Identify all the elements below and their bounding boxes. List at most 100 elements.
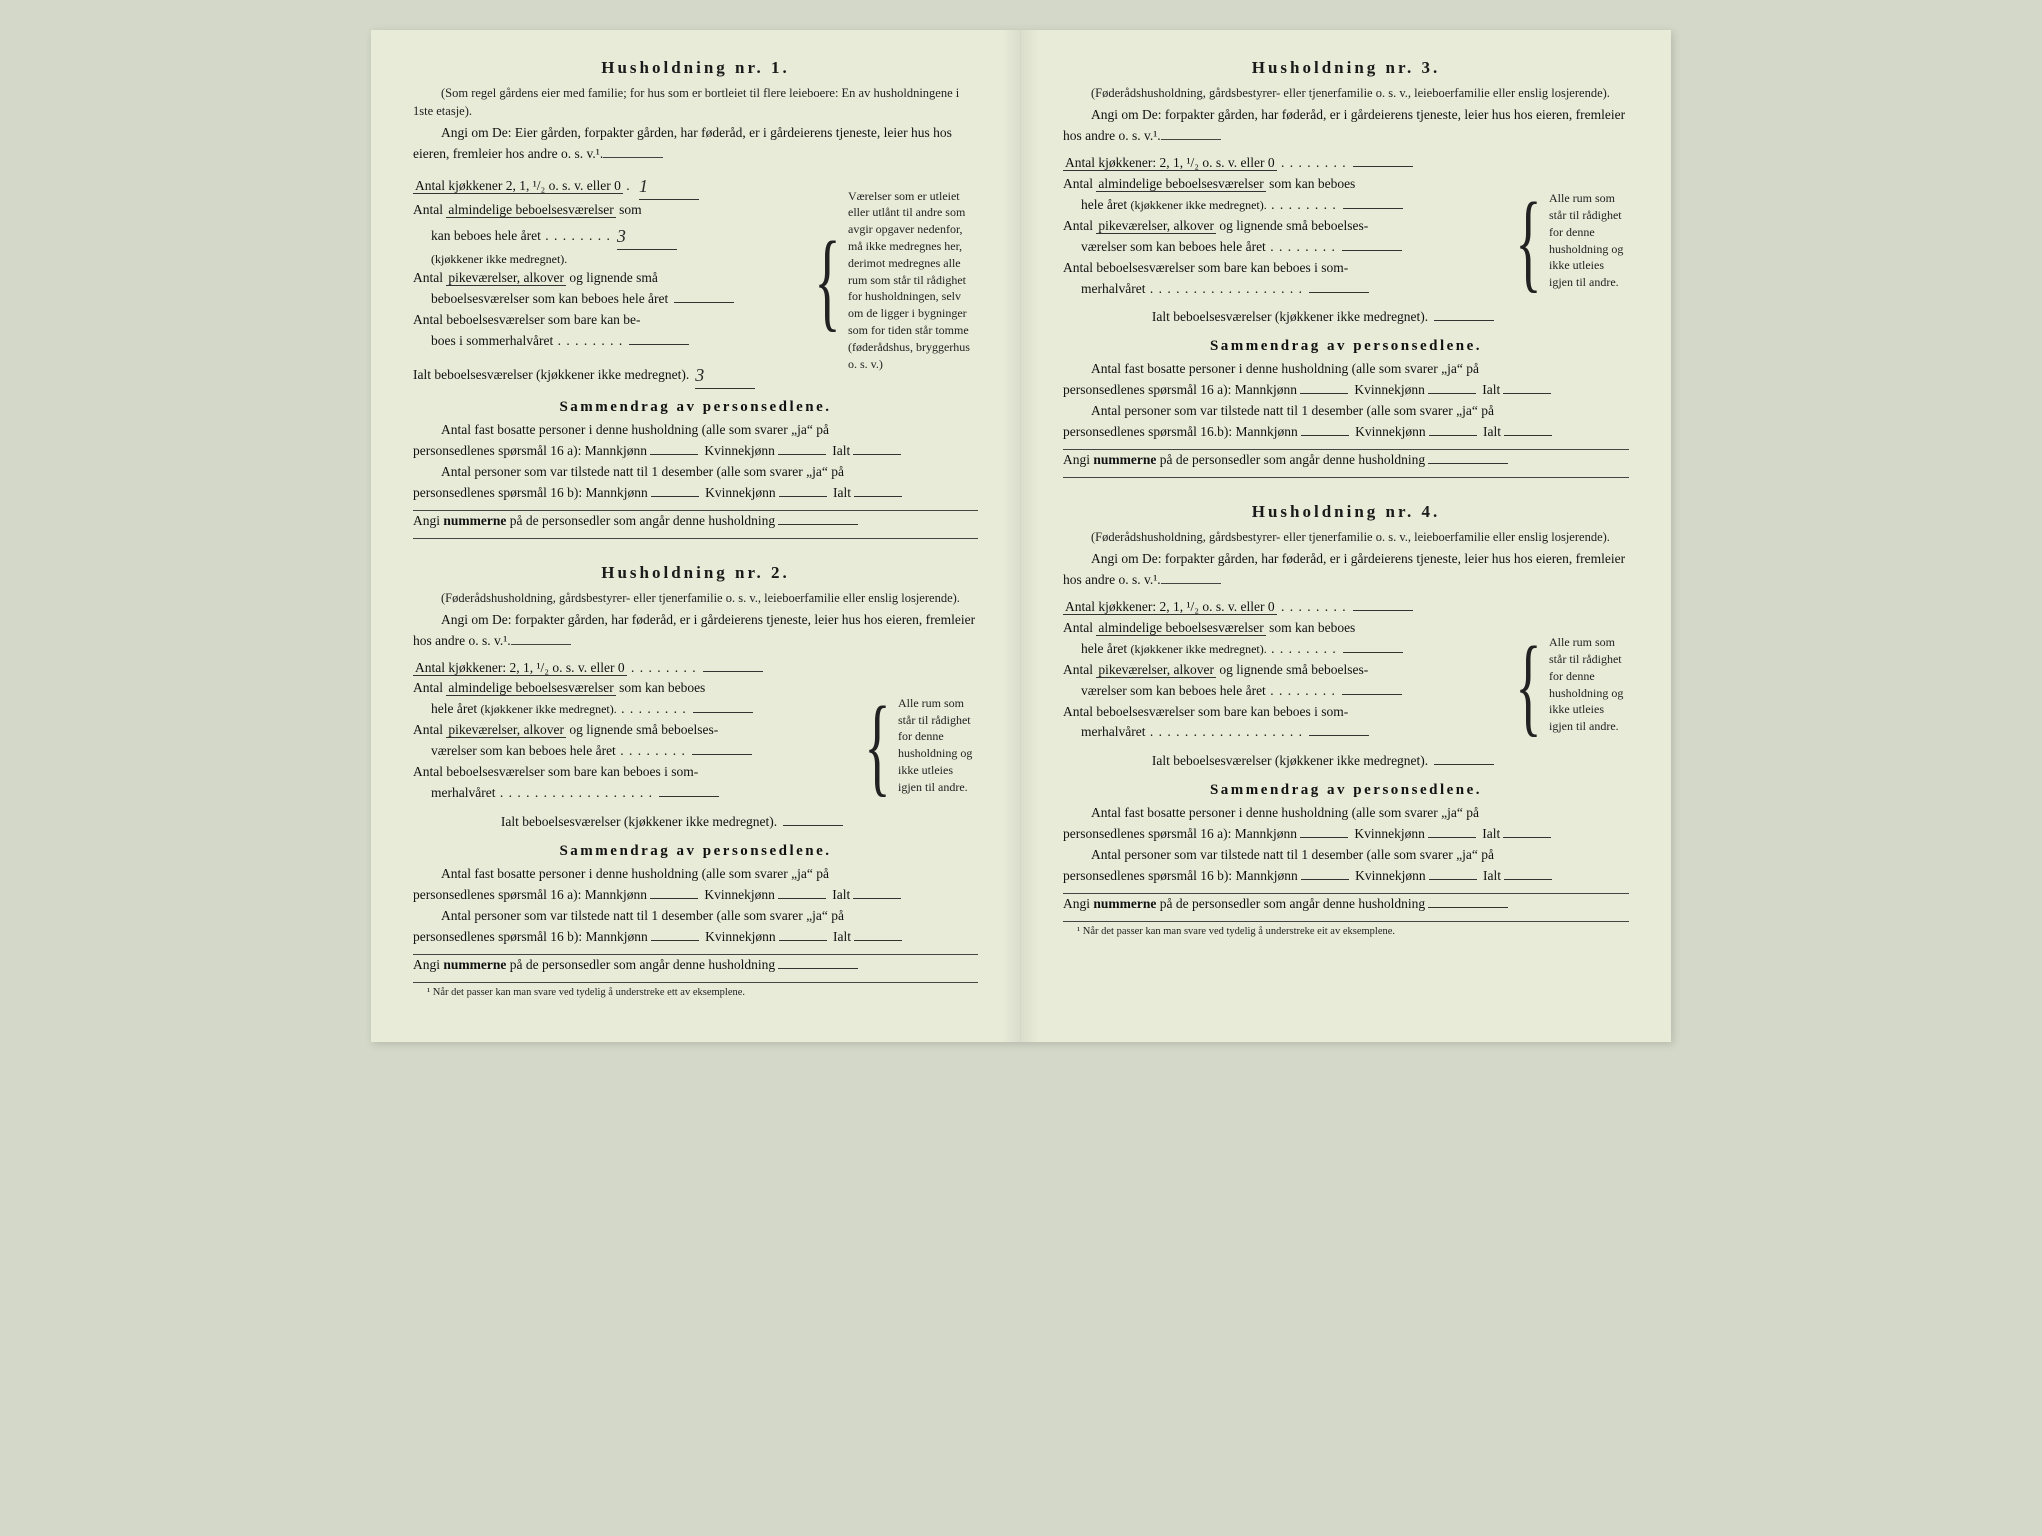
kv-value[interactable]: [778, 898, 826, 899]
footnote: ¹ Når det passer kan man svare ved tydel…: [413, 987, 978, 998]
rooms-summer-cont: merhalvåret: [431, 785, 495, 800]
kv-value[interactable]: [1428, 837, 1476, 838]
sn-c: på de personsedler som angår denne husho…: [506, 513, 775, 528]
rooms-summer-value[interactable]: [629, 344, 689, 345]
kv2-value[interactable]: [1429, 435, 1477, 436]
rooms-common-cont: kan beboes hele året: [431, 228, 541, 243]
mann-value[interactable]: [1300, 837, 1348, 838]
kv2-value[interactable]: [1429, 879, 1477, 880]
kitchens-label: Antal kjøkkener 2, 1, ¹/₂ o. s. v. eller…: [413, 178, 623, 194]
rooms-summer-value[interactable]: [1309, 292, 1369, 293]
ialt2-value[interactable]: [854, 496, 902, 497]
rooms-small-cont: værelser som kan beboes hele året: [431, 743, 616, 758]
nummerne-value[interactable]: [1428, 907, 1508, 908]
rooms-summer-label: Antal beboelsesværelser som bare kan beb…: [1063, 260, 1348, 275]
rooms-total-value[interactable]: [1434, 764, 1494, 765]
kv2-value[interactable]: [779, 496, 827, 497]
ialt-value[interactable]: [1503, 837, 1551, 838]
summary-16a-2: personsedlenes spørsmål 16 a): Mannkjønn…: [1063, 380, 1629, 401]
kv-value[interactable]: [778, 454, 826, 455]
rooms-summer-value[interactable]: [1309, 735, 1369, 736]
rooms-common-value[interactable]: [1343, 208, 1403, 209]
summary-16a-2: personsedlenes spørsmål 16 a): Mannkjønn…: [413, 885, 978, 906]
rule2: [1063, 477, 1629, 478]
mann2-value[interactable]: [1301, 435, 1349, 436]
rooms-common-value[interactable]: [693, 712, 753, 713]
nummerne-value[interactable]: [778, 968, 858, 969]
rooms-common-cont: hele året (kjøkkener ikke medregnet).: [1081, 197, 1267, 212]
sl-mann: personsedlenes spørsmål 16 a): Mannkjønn: [413, 443, 647, 458]
rooms-total-value[interactable]: 3: [695, 360, 755, 389]
kv-value[interactable]: [1428, 393, 1476, 394]
kitchens-value[interactable]: [703, 671, 763, 672]
household-1: Husholdning nr. 1. (Som regel gårdens ei…: [413, 58, 978, 539]
rooms-total-value[interactable]: [1434, 320, 1494, 321]
summary-16b-1: Antal personer som var tilstede natt til…: [413, 906, 978, 927]
mann-value[interactable]: [650, 454, 698, 455]
household-subtitle: (Som regel gårdens eier med familie; for…: [413, 84, 978, 120]
rooms-small-value[interactable]: [1342, 250, 1402, 251]
ialt2-value[interactable]: [854, 940, 902, 941]
rooms-common-label: Antal almindelige beboelsesværelser som …: [1063, 620, 1355, 636]
ialt2-value[interactable]: [1504, 435, 1552, 436]
household-angi: Angi om De: Eier gården, forpakter gårde…: [413, 123, 978, 165]
rooms-summer-value[interactable]: [659, 796, 719, 797]
rooms-total-value[interactable]: [783, 825, 843, 826]
angi-blank[interactable]: [1161, 583, 1221, 584]
nummerne-value[interactable]: [1428, 463, 1508, 464]
rooms-small-cont: beboelsesværelser som kan beboes hele år…: [431, 291, 668, 306]
household-2: Husholdning nr. 2. (Føderådshusholdning,…: [413, 563, 978, 998]
nummerne-value[interactable]: [778, 524, 858, 525]
summary-16b-2: personsedlenes spørsmål 16 b): Mannkjønn…: [413, 927, 978, 948]
kv2-value[interactable]: [779, 940, 827, 941]
rooms-small-value[interactable]: [692, 754, 752, 755]
brace-icon: {: [1515, 197, 1541, 285]
mann2-value[interactable]: [1301, 879, 1349, 880]
summary-16a-1: Antal fast bosatte personer i denne hush…: [1063, 803, 1629, 824]
ialt2-value[interactable]: [1504, 879, 1552, 880]
rooms-small-value[interactable]: [674, 302, 734, 303]
brace-wrap: { Alle rum som står til rådighet for den…: [853, 658, 978, 833]
mann-value[interactable]: [1300, 393, 1348, 394]
angi-blank[interactable]: [603, 157, 663, 158]
rooms-small-value[interactable]: [1342, 694, 1402, 695]
household-angi: Angi om De: forpakter gården, har føderå…: [413, 610, 978, 652]
gutter-shadow: [1002, 30, 1020, 1042]
rooms-summer-cont: merhalvåret: [1081, 724, 1145, 739]
ialt-value[interactable]: [853, 454, 901, 455]
sn-c: på de personsedler som angår denne husho…: [1156, 896, 1425, 911]
ialt-value[interactable]: [853, 898, 901, 899]
sn-a: Angi: [1063, 452, 1093, 467]
sl-mann2: personsedlenes spørsmål 16.b): Mannkjønn: [1063, 424, 1298, 439]
sl-mann2: personsedlenes spørsmål 16 b): Mannkjønn: [1063, 868, 1298, 883]
mann-value[interactable]: [650, 898, 698, 899]
kitchens-value[interactable]: [1353, 610, 1413, 611]
brace-wrap: { Alle rum som står til rådighet for den…: [1504, 153, 1629, 328]
kitchens-value[interactable]: 1: [639, 171, 699, 200]
rooms-common-value[interactable]: 3: [617, 221, 677, 250]
sl-kv2: Kvinnekjønn: [705, 929, 776, 944]
summary-16b-1: Antal personer som var tilstede natt til…: [1063, 845, 1629, 866]
angi-text: Angi om De: forpakter gården, har føderå…: [413, 612, 975, 648]
rooms-total-written: 3: [695, 362, 704, 390]
mann2-value[interactable]: [651, 496, 699, 497]
brace-note: Alle rum som står til rådighet for denne…: [898, 695, 978, 796]
rooms-summer-label: Antal beboelsesværelser som bare kan beb…: [1063, 704, 1348, 719]
mann2-value[interactable]: [651, 940, 699, 941]
angi-text: Angi om De: forpakter gården, har føderå…: [1063, 107, 1625, 143]
rooms-small-cont: værelser som kan beboes hele året: [1081, 239, 1266, 254]
household-subtitle: (Føderådshusholdning, gårdsbestyrer- ell…: [1063, 528, 1629, 546]
ialt-value[interactable]: [1503, 393, 1551, 394]
rooms-total-label: Ialt beboelsesværelser (kjøkkener ikke m…: [1152, 753, 1428, 768]
sl-kv2: Kvinnekjønn: [705, 485, 776, 500]
rooms-left: Antal kjøkkener: 2, 1, ¹/₂ o. s. v. elle…: [413, 658, 843, 833]
angi-blank[interactable]: [1161, 139, 1221, 140]
kitchens-value[interactable]: [1353, 166, 1413, 167]
sl-mann: personsedlenes spørsmål 16 a): Mannkjønn: [1063, 382, 1297, 397]
rooms-small-label: Antal pikeværelser, alkover og lignende …: [413, 270, 658, 286]
gutter-shadow: [1021, 30, 1039, 1042]
angi-blank[interactable]: [511, 644, 571, 645]
rooms-common-value[interactable]: [1343, 652, 1403, 653]
sl-mann2: personsedlenes spørsmål 16 b): Mannkjønn: [413, 485, 648, 500]
summary-16b-2: personsedlenes spørsmål 16 b): Mannkjønn…: [1063, 866, 1629, 887]
